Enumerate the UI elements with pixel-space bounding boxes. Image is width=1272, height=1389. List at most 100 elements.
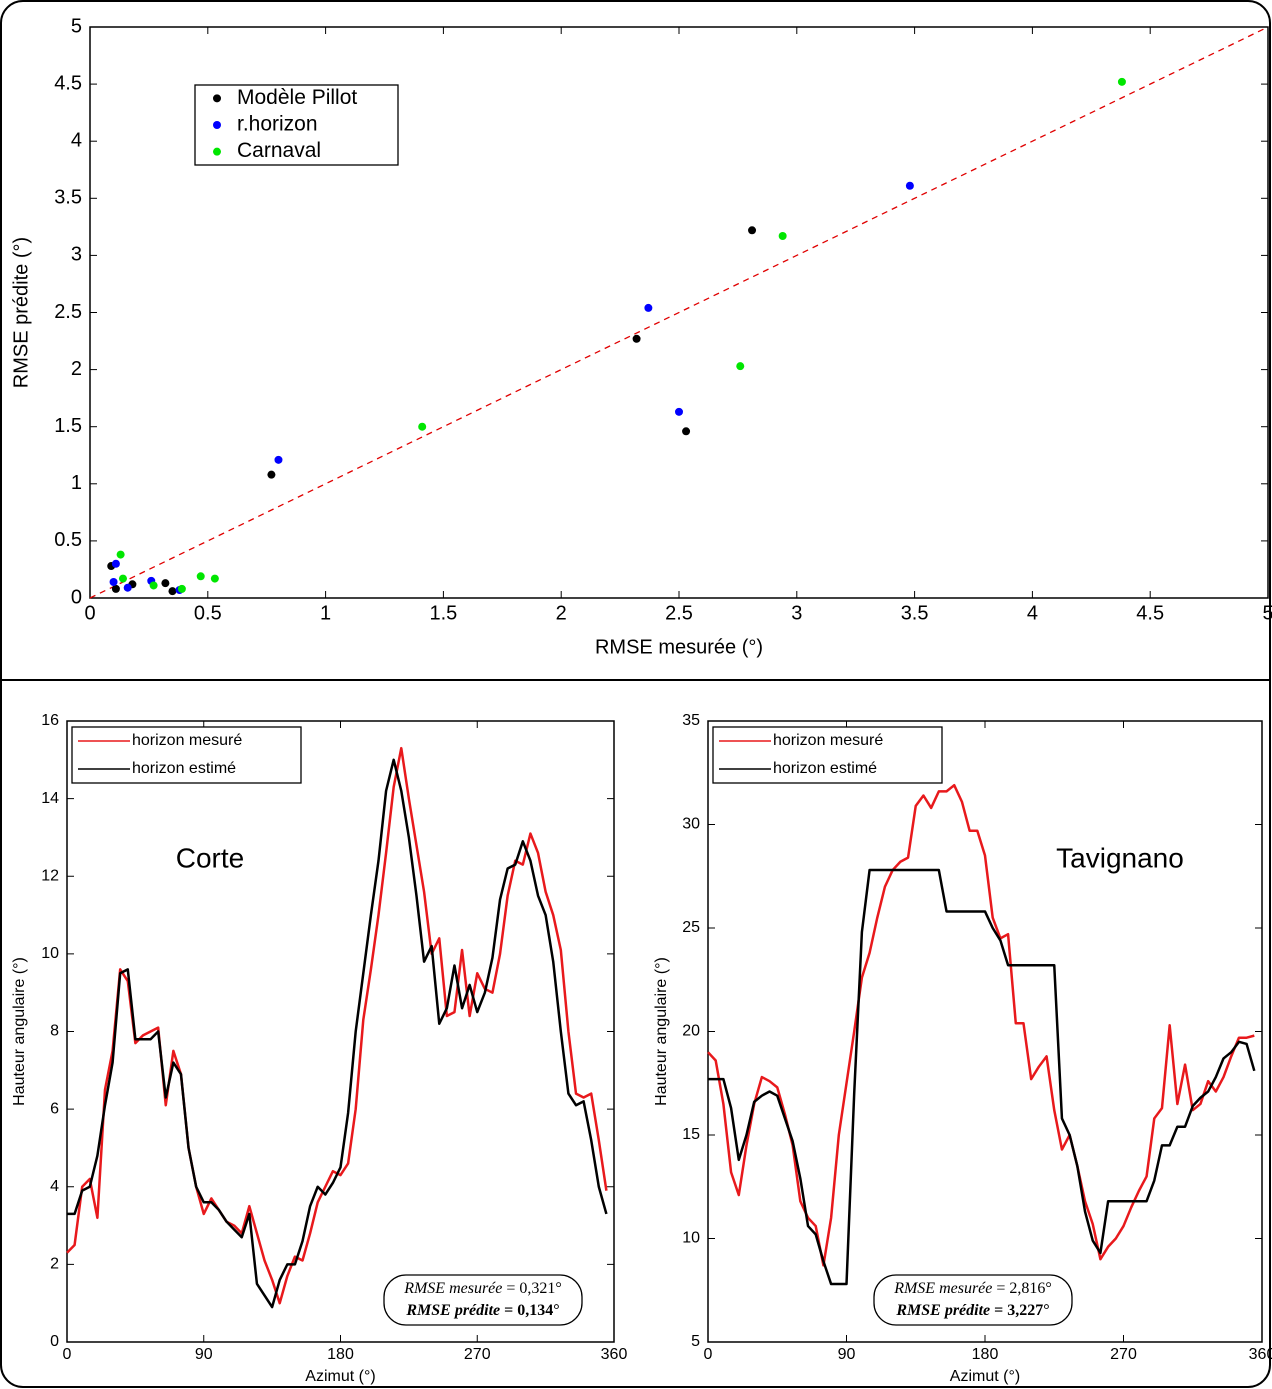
annotation-value: = 3,227° — [994, 1302, 1050, 1319]
x-tick-label: 360 — [1249, 1346, 1272, 1363]
annotation-label: RMSE prédite — [405, 1302, 500, 1319]
legend-box — [71, 726, 302, 784]
y-tick-label: 4.5 — [54, 72, 82, 94]
plot-frame — [707, 720, 1263, 1343]
scatter-point — [736, 362, 745, 371]
annotation-label: RMSE mesurée — [403, 1280, 502, 1297]
scatter-point — [1117, 77, 1126, 86]
x-tick-label: 180 — [327, 1346, 354, 1363]
annotation-value: = 0,134° — [504, 1302, 560, 1319]
y-tick-label: 14 — [41, 790, 59, 807]
scatter-point — [274, 455, 283, 464]
scatter-point — [111, 584, 120, 593]
x-tick-label: 3.5 — [901, 602, 929, 624]
x-tick-label: 1.5 — [429, 602, 457, 624]
scatter-point — [123, 583, 132, 592]
y-tick-label: 3 — [71, 244, 82, 266]
y-tick-label: 2 — [50, 1256, 59, 1273]
scatter-point — [267, 470, 276, 479]
legend-label: horizon estimé — [132, 760, 236, 777]
legend-marker — [213, 121, 221, 129]
x-tick-label: 0 — [84, 602, 95, 624]
scatter-point — [149, 581, 158, 590]
legend-marker — [213, 147, 221, 156]
y-tick-label: 12 — [41, 867, 59, 884]
scatter-point — [116, 550, 125, 559]
y-axis-label: Hauteur angulaire (°) — [11, 957, 28, 1106]
annotation-text: RMSE prédite = 0,134° — [405, 1302, 559, 1319]
y-tick-label: 4 — [71, 129, 82, 151]
annotation-text: RMSE mesurée = 0,321° — [403, 1280, 562, 1297]
y-tick-label: 15 — [682, 1126, 700, 1143]
x-axis-label: RMSE mesurée (°) — [595, 636, 763, 658]
annotation-value: = 2,816° — [996, 1280, 1051, 1297]
x-tick-label: 270 — [464, 1346, 491, 1363]
legend-label: Carnaval — [237, 139, 321, 162]
annotation-text: RMSE mesurée = 2,816° — [893, 1280, 1052, 1297]
y-tick-label: 25 — [682, 919, 700, 936]
y-tick-label: 2.5 — [54, 301, 82, 323]
x-tick-label: 360 — [601, 1346, 628, 1363]
scatter-point — [644, 303, 653, 312]
legend-label: horizon mesuré — [132, 732, 242, 749]
scatter-point — [109, 578, 118, 587]
scatter-point — [161, 579, 170, 588]
scatter-point — [196, 572, 205, 581]
legend-label: r.horizon — [237, 113, 318, 136]
y-tick-label: 3.5 — [54, 187, 82, 209]
legend-label: horizon mesuré — [773, 732, 883, 749]
x-tick-label: 90 — [195, 1346, 213, 1363]
legend-label: horizon estimé — [773, 760, 877, 777]
annotation-box — [873, 1274, 1073, 1326]
x-axis-label: Azimut (°) — [305, 1368, 375, 1385]
scatter-point — [682, 427, 691, 436]
x-tick-label: 0 — [63, 1346, 72, 1363]
scatter-point — [632, 334, 641, 343]
annotation-label: RMSE prédite — [895, 1302, 990, 1319]
y-tick-label: 5 — [691, 1333, 700, 1350]
scatter-point — [111, 559, 120, 568]
y-tick-label: 8 — [50, 1023, 59, 1040]
legend-label: Modèle Pillot — [237, 86, 357, 109]
scatter-point — [778, 231, 787, 240]
x-tick-label: 0 — [704, 1346, 713, 1363]
y-tick-label: 10 — [682, 1230, 700, 1247]
scatter-point — [210, 574, 219, 583]
legend-box — [194, 84, 399, 166]
chart-title: Corte — [176, 842, 244, 873]
y-tick-label: 10 — [41, 945, 59, 962]
x-tick-label: 0.5 — [194, 602, 222, 624]
y-tick-label: 1 — [71, 472, 82, 494]
x-tick-label: 180 — [972, 1346, 999, 1363]
y-axis-label: RMSE prédite (°) — [10, 237, 32, 388]
series-line — [707, 783, 1255, 1267]
x-tick-label: 3 — [791, 602, 802, 624]
y-axis-label: Hauteur angulaire (°) — [653, 957, 670, 1106]
y-tick-label: 0 — [50, 1333, 59, 1350]
legend-marker — [213, 94, 221, 103]
y-tick-label: 16 — [41, 712, 59, 729]
scatter-point — [168, 587, 177, 596]
x-tick-label: 2 — [556, 602, 567, 624]
y-tick-label: 5 — [71, 15, 82, 37]
annotation-text: RMSE prédite = 3,227° — [895, 1302, 1049, 1319]
series-line — [708, 868, 1256, 1286]
annotation-label: RMSE mesurée — [893, 1280, 992, 1297]
x-tick-label: 4.5 — [1136, 602, 1164, 624]
y-tick-label: 2 — [71, 358, 82, 380]
y-tick-label: 1.5 — [54, 415, 82, 437]
chart-title: Tavignano — [1056, 842, 1184, 873]
legend-box — [712, 726, 943, 784]
scatter-point — [748, 226, 757, 235]
y-tick-label: 0 — [71, 586, 82, 608]
y-tick-label: 30 — [682, 816, 700, 833]
scatter-point — [418, 422, 427, 431]
x-axis-label: Azimut (°) — [950, 1368, 1020, 1385]
x-tick-label: 270 — [1110, 1346, 1137, 1363]
y-tick-label: 4 — [50, 1178, 59, 1195]
scatter-point — [177, 584, 186, 593]
scatter-point — [905, 181, 914, 190]
x-tick-label: 5 — [1262, 602, 1272, 624]
